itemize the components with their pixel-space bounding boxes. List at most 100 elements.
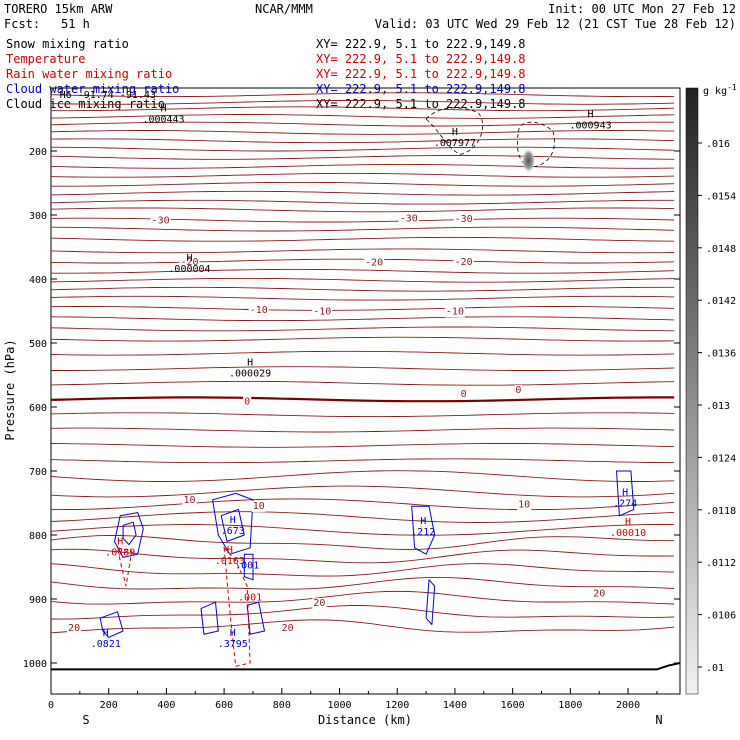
maximum-marker: H (230, 515, 236, 526)
isotherm-line (51, 286, 675, 292)
isotherm-label-bg (364, 257, 385, 269)
colorbar-units: g kg-1 (703, 83, 737, 97)
colorbar-label: .0136 (706, 349, 736, 360)
isotherm-label: 10 (183, 495, 195, 506)
isotherm-label-bg (398, 213, 419, 225)
x-tick-label: 1200 (385, 700, 409, 711)
isotherm-line (51, 277, 675, 283)
colorbar-label: .016 (706, 139, 730, 150)
y-tick-label: 900 (29, 595, 47, 606)
isotherm-line (51, 172, 675, 178)
colorbar-label: .0154 (706, 191, 736, 202)
maximum-marker: H (588, 110, 594, 121)
cloud-water-contour (212, 492, 254, 555)
cloud-water-contour (246, 601, 265, 635)
isotherm-label: -20 (180, 257, 198, 268)
maximum-value: .0789 (105, 548, 135, 559)
forecast-hours: 51 h (61, 17, 90, 31)
colorbar-label: .0106 (706, 611, 736, 622)
colorbar-label: .0124 (706, 453, 736, 464)
isotherm-line (51, 485, 675, 498)
maximum-value: .000004 (168, 264, 210, 275)
isotherm-line (51, 114, 675, 119)
isotherm-label-bg (517, 499, 532, 511)
maximum-marker: H (117, 537, 123, 548)
isotherm-line (51, 576, 675, 590)
cloud-water-contour (220, 508, 245, 542)
x-tick-label: 800 (273, 700, 291, 711)
isotherm-line (51, 199, 675, 205)
y-tick-label: 800 (29, 531, 47, 542)
isotherm-label-bg (459, 388, 468, 400)
isotherm-label: 20 (593, 589, 605, 600)
axes: 0 200 400 600 800 1000 1200 1400 1600 1800 2000200… (23, 147, 680, 711)
maximum-value: .274 (613, 498, 637, 509)
cloud-water-contour (425, 579, 436, 626)
cloud-water-contour (411, 505, 436, 555)
cloud-water-contour (200, 601, 219, 635)
isotherm-label: 0 (461, 389, 467, 400)
isotherm-label: -20 (365, 258, 383, 269)
cloud-water-contour (122, 521, 137, 546)
legend-xy: XY= 222.9, 5.1 to 222.9,149.8 (316, 37, 526, 51)
valid-time: Valid: 03 UTC Wed 29 Feb 12 (21 CST Tue … (375, 17, 736, 31)
x-tick-label: 1800 (558, 700, 582, 711)
maximum-marker: H (227, 545, 233, 556)
isotherm-line (51, 306, 675, 311)
isotherm-line (51, 443, 675, 448)
isotherm-line (51, 155, 675, 160)
isotherm-label-bg (453, 257, 474, 269)
colorbar-label: .01 (706, 663, 724, 674)
isotherm-label: -10 (250, 305, 268, 316)
maximum-marker: H (103, 628, 109, 639)
isotherm-line (51, 498, 675, 511)
isotherm-label-bg (453, 214, 474, 226)
isotherm-line (51, 248, 675, 254)
maximum-value: .212 (411, 527, 435, 538)
isotherm-label-bg (444, 306, 465, 318)
legend-entry: Rain water mixing ratio (6, 67, 172, 81)
isotherm-label: -30 (400, 214, 418, 225)
maximum-value: .000029 (229, 368, 271, 379)
isotherm-line (51, 590, 675, 605)
isotherm-label-bg (243, 396, 252, 408)
isotherm-line (51, 524, 675, 536)
colorbar-label: .0142 (706, 296, 736, 307)
colorbar-labels: .016 .0154 .0148 .0142 .0136 .013 .0124 .0118 .0… (698, 139, 736, 674)
colorbar (685, 87, 699, 695)
model-title: TORERO 15km ARW (4, 2, 113, 16)
south-label: S (82, 713, 89, 727)
isotherm-line (51, 163, 675, 169)
cloud-water-contour (616, 470, 635, 517)
isotherm-label-bg (251, 500, 266, 512)
center-title: NCAR/MMM (255, 2, 313, 16)
y-tick-label: 400 (29, 275, 47, 286)
x-tick-label: 0 (48, 700, 54, 711)
maximum-marker: H (452, 127, 458, 138)
y-tick-label: 1000 (23, 659, 47, 670)
x-tick-label: 1400 (443, 700, 467, 711)
isotherm-line (51, 336, 675, 342)
isotherm-label-bg (280, 623, 295, 635)
maximum-marker: H (420, 516, 426, 527)
y-tick-label: 600 (29, 403, 47, 414)
isotherm-label: 20 (68, 623, 80, 634)
legend-entry: Temperature (6, 52, 85, 66)
maximum-marker: H (247, 357, 253, 368)
isotherm-line (51, 190, 675, 196)
isotherm-line (51, 412, 675, 418)
x-tick-label: 1000 (327, 700, 351, 711)
isotherm-line (51, 121, 675, 127)
isotherm-line (51, 380, 675, 386)
y-tick-label: 700 (29, 467, 47, 478)
snow-contour (425, 107, 484, 155)
maximum-marker: H (186, 253, 192, 264)
maximum-value: .001 (238, 592, 262, 603)
maximum-value: .007977 (434, 138, 476, 149)
isotherm-label: -10 (313, 306, 331, 317)
cloud-water-contour (99, 611, 124, 638)
legend-entry: Snow mixing ratio (6, 37, 129, 51)
maximum-marker: H (622, 487, 628, 498)
y-axis-title: Pressure (hPa) (3, 339, 17, 440)
